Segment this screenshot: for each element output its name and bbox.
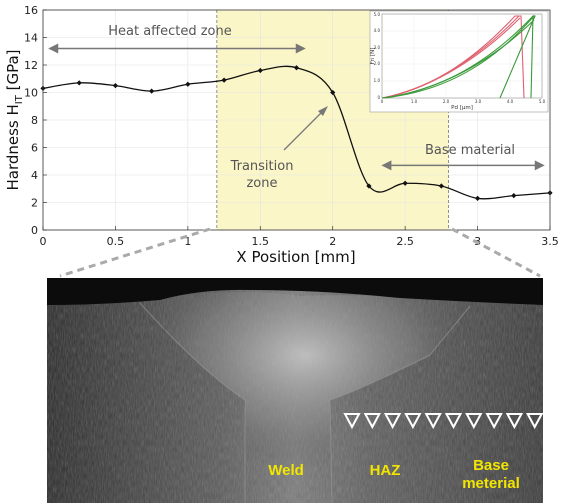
y-tick-label: 12: [24, 59, 38, 72]
transition-annotation: Transition zone: [230, 106, 328, 191]
svg-text:3.0: 3.0: [475, 99, 482, 104]
hardness-markers: [40, 65, 553, 201]
base-annotation: Base material: [381, 143, 545, 171]
zoom-connectors: [59, 227, 541, 278]
data-point: [402, 180, 408, 186]
haz-label: Heat affected zone: [108, 24, 232, 39]
svg-text:4.0: 4.0: [374, 28, 381, 33]
data-point: [76, 80, 82, 86]
svg-text:4.0: 4.0: [507, 99, 514, 104]
data-point: [221, 77, 227, 83]
data-point: [149, 88, 155, 94]
transition-label-line1: Transition: [230, 159, 294, 174]
hardness-series-line: [43, 65, 550, 200]
weld-label: Weld: [268, 462, 304, 479]
weld-boundary: [139, 302, 471, 503]
indent-marker: [485, 413, 503, 430]
svg-text:3.0: 3.0: [374, 45, 381, 50]
y-tick-label: 16: [24, 4, 38, 17]
data-point: [438, 183, 444, 189]
y-tick-label: 14: [24, 32, 38, 45]
haz-micro-label: HAZ: [370, 462, 401, 479]
y-axis-label: Hardness HIT [GPa]: [4, 49, 25, 190]
x-tick-label: 2.5: [396, 235, 414, 248]
indent-marker: [363, 413, 381, 430]
data-point: [511, 193, 517, 199]
transition-label-line2: zone: [246, 176, 277, 191]
indent-marker: [465, 413, 483, 430]
indent-marker: [383, 413, 402, 430]
x-tick-label: 1: [184, 235, 191, 248]
svg-text:5.0: 5.0: [374, 12, 381, 17]
indent-marker: [505, 413, 524, 430]
indent-marker: [444, 413, 463, 430]
indent-marker: [526, 413, 544, 430]
inset-curves-red: [381, 15, 525, 99]
data-point: [330, 89, 336, 96]
y-tick-label: 0: [31, 224, 38, 237]
inset-x-ticks: 0 1.0 2.0 3.0 4.0 5.0: [381, 99, 546, 104]
micrograph: Weld HAZ Base meterial: [47, 278, 544, 503]
data-point: [293, 65, 300, 71]
svg-text:1.0: 1.0: [374, 78, 381, 83]
x-tick-label: 2: [329, 235, 336, 248]
y-tick-label: 2: [31, 197, 38, 210]
x-tick-label: 1.5: [252, 235, 270, 248]
indent-marker: [404, 413, 422, 430]
svg-text:2.0: 2.0: [443, 99, 450, 104]
data-point: [474, 195, 481, 201]
inset-y-label: Fn [N]: [370, 48, 376, 65]
svg-text:5.0: 5.0: [539, 99, 546, 104]
weld-bead: [140, 291, 470, 503]
inset-curves-green: [381, 14, 536, 99]
data-point: [257, 67, 263, 74]
specimen-top-surface: [47, 278, 543, 305]
x-axis-label: X Position [mm]: [236, 248, 355, 266]
x-tick-label: 0: [40, 235, 47, 248]
base-material-micro-label: Base meterial: [462, 457, 520, 492]
inset-plot: 0 1.0 2.0 3.0 4.0 5.0 0 1.0 2.0 3.0 4.0 …: [369, 10, 549, 113]
y-tick-label: 8: [31, 114, 38, 127]
svg-text:0: 0: [381, 99, 384, 104]
indent-markers: [343, 413, 544, 430]
y-axis-ticks: 0 2 4 6 8 10 12 14 16: [24, 4, 47, 237]
data-point: [112, 83, 119, 89]
x-tick-label: 3.5: [541, 235, 559, 248]
y-tick-label: 4: [31, 169, 38, 182]
y-tick-label: 6: [31, 142, 38, 155]
inset-y-ticks: 0 1.0 2.0 3.0 4.0 5.0: [374, 12, 381, 100]
svg-text:0: 0: [377, 95, 380, 100]
y-tick-label: 10: [24, 87, 38, 100]
inset-x-label: Pd [µm]: [451, 105, 473, 111]
haz-annotation: Heat affected zone: [48, 24, 306, 54]
svg-text:2.0: 2.0: [374, 61, 381, 66]
data-point: [185, 81, 191, 87]
indent-marker: [424, 413, 442, 430]
x-tick-label: 0.5: [107, 235, 125, 248]
svg-text:1.0: 1.0: [411, 99, 418, 104]
indent-marker: [343, 413, 361, 430]
base-label: Base material: [425, 143, 515, 158]
data-point: [366, 183, 372, 189]
